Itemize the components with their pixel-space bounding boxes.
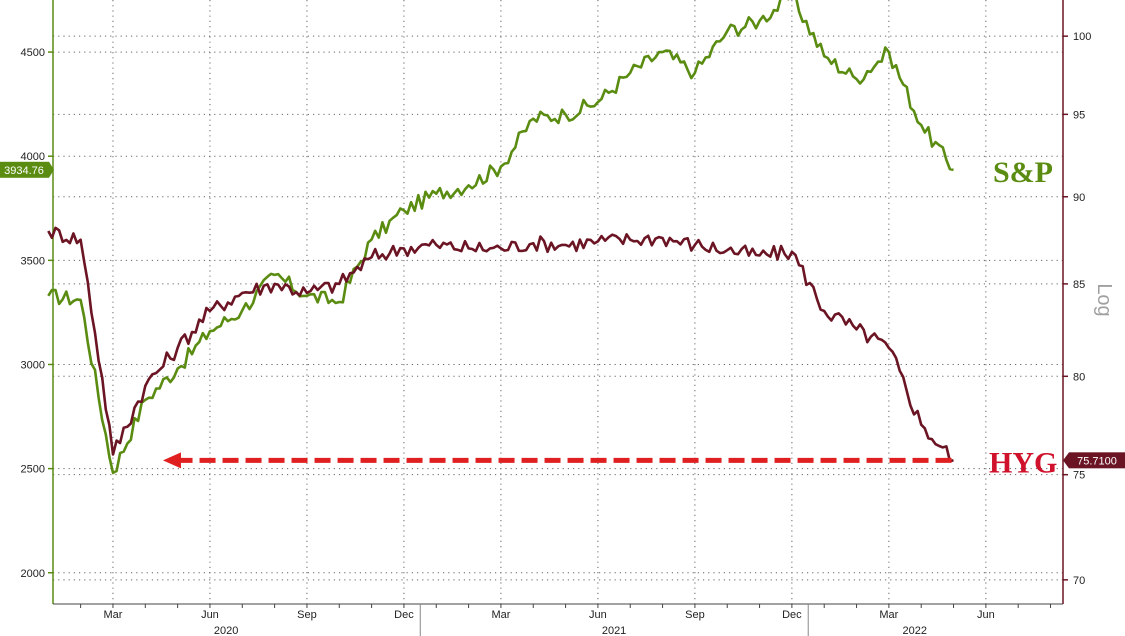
sp-last-value-tag [0,161,49,178]
hyg-last-value-label: 75.7100 [1077,455,1117,467]
right-tick-label: 75 [1073,470,1085,482]
x-tick-label: Jun [201,609,219,621]
left-tick-label: 4000 [21,151,45,163]
left-tick-label: 2000 [21,568,45,580]
left-tick-label: 3500 [21,255,45,267]
right-tick-label: 80 [1073,371,1085,383]
annotation [162,452,952,469]
gridlines [53,0,1063,604]
right-tick-label: 100 [1073,31,1091,43]
right-tick-label: 70 [1073,575,1085,587]
sp-last-value-label: 3934.76 [4,165,44,177]
year-label: 2020 [214,625,238,636]
series-label-sp: S&P [993,156,1053,189]
hyg-last-value-pointer [1063,452,1069,469]
series-label-hyg: HYG [989,446,1057,479]
x-tick-label: Mar [103,609,122,621]
annotation-arrowhead [162,452,181,469]
hyg-last-value-tag [1069,452,1125,469]
x-tick-label: Jun [977,609,995,621]
series-lines [47,0,954,475]
series-line-hyg [47,226,954,463]
left-axis: 2000 2500 3000 3500 4000 4500 [21,0,54,604]
right-axis-title: Log [1093,283,1115,316]
x-axis: Mar Jun Sep Dec Mar Jun Sep Dec Mar Jun 2020 2021 20… [53,603,1063,636]
right-axis: 70 75 80 85 90 95 100 Log [1062,0,1115,604]
x-tick-label: Sep [685,609,705,621]
left-tick-label: 3000 [21,359,45,371]
x-tick-label: Mar [879,609,898,621]
series-line-sp [47,0,954,475]
year-label: 2021 [602,625,626,636]
left-tick-label: 2500 [21,464,45,476]
sp-last-value-pointer [49,161,54,178]
x-tick-label: Jun [589,609,607,621]
right-tick-label: 95 [1073,109,1085,121]
right-tick-label: 90 [1073,192,1085,204]
x-tick-label: Dec [782,609,802,621]
x-tick-label: Sep [297,609,317,621]
labels: S&P HYG 3934.76 75.7100 [0,156,1125,479]
year-label: 2022 [903,625,927,636]
right-tick-label: 85 [1073,279,1085,291]
left-tick-label: 4500 [21,47,45,59]
x-tick-label: Dec [394,609,414,621]
x-tick-label: Mar [491,609,510,621]
